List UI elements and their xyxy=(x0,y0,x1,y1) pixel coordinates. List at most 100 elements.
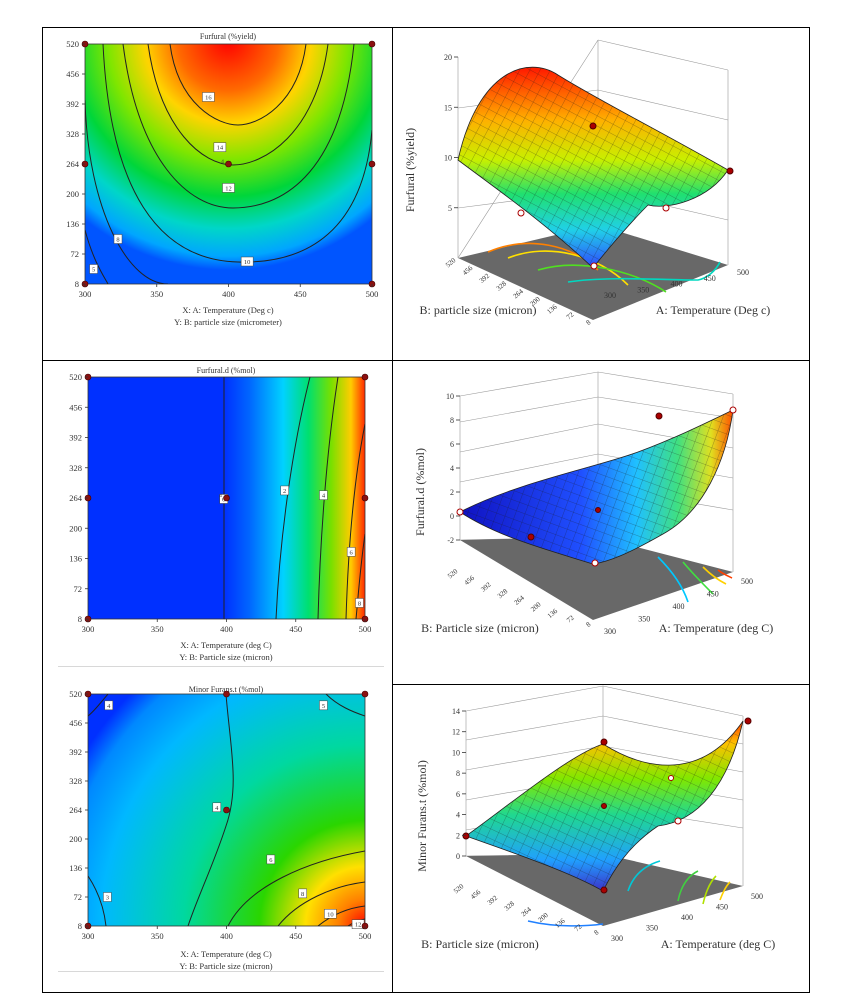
contour-label: 4 xyxy=(322,493,326,500)
y-axis-label: B: Particle size (micron) xyxy=(421,621,539,635)
y-tick-label: 520 xyxy=(69,689,82,699)
x-tick-label: 450 xyxy=(294,289,307,299)
faint-divider-2 xyxy=(58,971,384,972)
y-tick-label: 8 xyxy=(75,279,79,289)
contour-label-box xyxy=(212,802,222,813)
y-tick-label: 456 xyxy=(69,402,82,412)
x-tick-label: 350 xyxy=(637,285,649,294)
z-tick-label: 6 xyxy=(456,790,460,799)
y-tick-label: 456 xyxy=(69,718,82,728)
contour-label-box xyxy=(202,92,215,102)
x-tick-label: 450 xyxy=(716,903,728,912)
row-divider-2 xyxy=(392,684,810,685)
y-axis-label: Y: B: Particle size (micron) xyxy=(179,652,272,662)
title: Furfural.d (%mol) xyxy=(197,366,256,375)
x-tick-label: 500 xyxy=(359,624,372,634)
x-tick-label: 500 xyxy=(741,577,753,586)
contour-label: 0 xyxy=(222,496,225,503)
z-tick-label: 4 xyxy=(456,811,460,820)
floor-contours xyxy=(657,556,733,603)
y-tick-label: 328 xyxy=(495,279,509,292)
contour-plot-furfural-d: Furfural.d (%mol) 0 2 4 6 8 4 300 350 400 450 50… xyxy=(69,366,372,662)
y-tick-label: 392 xyxy=(69,433,82,443)
contour-label: 12 xyxy=(225,185,232,192)
contour-lines xyxy=(88,694,365,926)
z-tick-label: 10 xyxy=(444,154,452,163)
contour-plot-furfural-yield: Furfural (%yield) 5 8 10 12 14 16 4 300 350 400… xyxy=(66,32,379,327)
y-tick-label: 328 xyxy=(69,463,82,473)
contour-label: 8 xyxy=(116,237,119,244)
z-tick-label: 10 xyxy=(446,392,454,401)
z-axis-label: Furfural (%yield) xyxy=(403,128,417,212)
title: Furfural (%yield) xyxy=(200,32,257,41)
x-tick-label: 300 xyxy=(82,931,95,941)
x-tick-label: 300 xyxy=(611,934,623,943)
contour-label-box xyxy=(104,700,114,711)
contour-label-box xyxy=(319,490,328,500)
z-axis-label: Furfural.d (%mol) xyxy=(413,448,427,536)
y-tick-label: 8 xyxy=(584,620,592,629)
figure-frame xyxy=(42,27,810,993)
floor-plane xyxy=(458,225,728,320)
y-tick-label: 392 xyxy=(478,272,492,285)
y-tick-label: 392 xyxy=(66,99,79,109)
contour-label: 2 xyxy=(283,488,286,495)
z-tick-label: 2 xyxy=(456,831,460,840)
y-axis-label: Y: B: Particle size (micron) xyxy=(179,961,272,971)
contour-label: 6 xyxy=(350,549,354,556)
y-tick-label: 8 xyxy=(592,928,600,937)
x-tick-label: 450 xyxy=(289,931,302,941)
design-point xyxy=(225,160,232,168)
design-point xyxy=(368,40,376,48)
x-tick-label: 500 xyxy=(366,289,379,299)
design-point xyxy=(223,806,230,814)
z-tick-label: 8 xyxy=(450,416,454,425)
y-tick-label: 8 xyxy=(584,318,592,327)
y-tick-label: 136 xyxy=(545,303,559,316)
y-tick-label: 328 xyxy=(69,776,82,786)
floor-contours xyxy=(527,860,731,927)
design-points xyxy=(462,717,752,894)
x-tick-label: 450 xyxy=(289,624,302,634)
x-tick-label: 400 xyxy=(671,280,683,289)
design-point xyxy=(361,494,369,502)
y-tick-label: 136 xyxy=(553,917,567,930)
y-tick-label: 520 xyxy=(66,39,79,49)
y-tick-label: 328 xyxy=(496,587,510,600)
floor-contours xyxy=(487,242,721,293)
z-tick-label: 6 xyxy=(450,440,454,449)
y-tick-label: 200 xyxy=(529,600,543,613)
contour-label-box xyxy=(346,547,356,557)
y-tick-label: 72 xyxy=(565,310,576,321)
design-point xyxy=(223,494,230,502)
x-tick-label: 350 xyxy=(151,624,164,634)
y-tick-label: 264 xyxy=(513,594,527,607)
x-tick-label: 300 xyxy=(82,624,95,634)
y-tick-label: 520 xyxy=(452,882,466,895)
y-tick-label: 264 xyxy=(512,287,526,300)
design-point xyxy=(368,160,376,168)
x-tick-label: 300 xyxy=(604,291,616,300)
contour-label: 3 xyxy=(106,895,109,902)
x-axis-label: A: Temperature (deg C) xyxy=(661,937,776,951)
design-point xyxy=(361,373,369,381)
x-tick-label: 400 xyxy=(220,931,233,941)
z-tick-label: 14 xyxy=(452,707,460,716)
contour-label-box xyxy=(113,234,123,244)
y-tick-label: 72 xyxy=(573,922,584,933)
y-tick-label: 520 xyxy=(69,372,82,382)
contour-label: 10 xyxy=(327,911,334,918)
contour-plot-minor-furans: Minor Furans.t (%mol) 4 5 4 3 6 8 10 12 300 350 4… xyxy=(69,685,371,971)
design-points xyxy=(456,406,737,567)
x-tick-label: 450 xyxy=(704,274,716,283)
contour-label: 5 xyxy=(92,267,95,274)
y-tick-label: 456 xyxy=(463,574,477,587)
y-tick-label: 392 xyxy=(69,747,82,757)
y-tick-label: 200 xyxy=(66,189,79,199)
contour-label: 14 xyxy=(217,145,224,152)
contour-label-box xyxy=(324,909,337,919)
y-tick-label: 136 xyxy=(546,607,560,620)
contour-label: 4 xyxy=(107,703,111,710)
y-tick-label: 72 xyxy=(74,892,83,902)
